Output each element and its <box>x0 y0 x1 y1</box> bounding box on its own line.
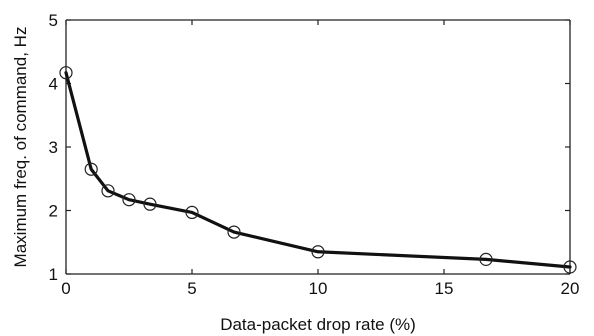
y-tick-label: 2 <box>49 202 58 221</box>
x-tick-label: 0 <box>61 279 70 298</box>
x-tick-label: 5 <box>187 279 196 298</box>
data-point <box>84 162 98 176</box>
y-tick-label: 1 <box>49 265 58 284</box>
y-axis: 1 2 3 4 5 <box>49 11 570 284</box>
data-point <box>185 205 199 220</box>
x-axis: 0 5 10 15 20 <box>61 20 579 298</box>
data-point <box>143 197 157 211</box>
series-line <box>64 71 572 269</box>
data-point <box>479 252 493 266</box>
x-axis-label: Data-packet drop rate (%) <box>220 315 416 334</box>
data-point <box>311 245 325 259</box>
y-tick-label: 3 <box>49 138 58 157</box>
x-tick-label: 10 <box>309 279 328 298</box>
y-tick-label: 5 <box>49 11 58 30</box>
data-point <box>563 260 577 274</box>
x-tick-label: 20 <box>561 279 580 298</box>
series-group <box>59 66 577 274</box>
data-point <box>227 225 241 239</box>
data-point <box>59 66 73 80</box>
y-axis-label: Maximum freq. of command, Hz <box>11 27 30 268</box>
data-point <box>122 193 136 207</box>
data-point <box>101 184 115 198</box>
x-tick-label: 15 <box>435 279 454 298</box>
y-tick-label: 4 <box>49 75 58 94</box>
plot-frame <box>65 19 571 275</box>
